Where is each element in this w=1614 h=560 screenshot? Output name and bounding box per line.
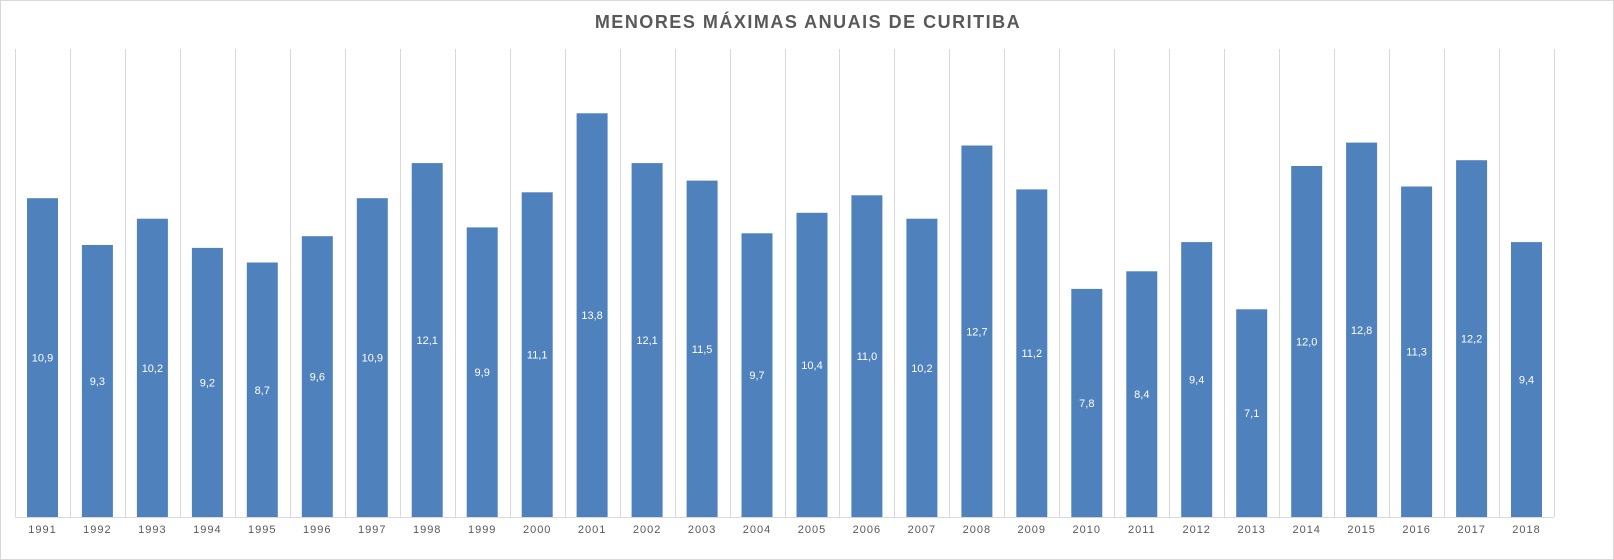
data-label-2004: 9,7: [749, 370, 764, 382]
data-labels: 10,9 9,3 10,2 9,2 8,7 9,6 10,9 12,1 9,9 11,1 13,8 1…: [32, 310, 1534, 420]
x-tick-2008: 2008: [963, 524, 991, 536]
x-tick-2007: 2007: [908, 524, 936, 536]
x-tick-1997: 1997: [358, 524, 386, 536]
x-tick-2013: 2013: [1237, 524, 1265, 536]
data-label-1993: 10,2: [142, 363, 163, 375]
x-tick-2010: 2010: [1073, 524, 1101, 536]
data-label-2001: 13,8: [581, 310, 602, 322]
bar-2010: [1071, 288, 1103, 518]
data-label-2008: 12,7: [966, 326, 987, 338]
data-label-2003: 11,5: [692, 344, 713, 356]
bar-1994: [191, 247, 223, 517]
bar-2015: [1346, 142, 1378, 517]
bar-1996: [301, 236, 333, 517]
bar-1997: [356, 198, 388, 517]
x-tick-2011: 2011: [1128, 524, 1156, 536]
data-label-2007: 10,2: [911, 363, 932, 375]
bar-2012: [1181, 242, 1213, 517]
bar-1992: [81, 245, 113, 517]
x-tick-2002: 2002: [633, 524, 661, 536]
x-tick-2004: 2004: [743, 524, 771, 536]
bar-2017: [1456, 160, 1488, 517]
bar-2006: [851, 195, 883, 518]
x-tick-1995: 1995: [248, 524, 276, 536]
x-tick-1993: 1993: [138, 524, 166, 536]
data-label-2005: 10,4: [801, 360, 822, 372]
bar-2018: [1511, 242, 1542, 517]
gridlines: [15, 49, 1555, 518]
x-tick-1998: 1998: [413, 524, 441, 536]
bar-1991: [27, 198, 58, 517]
bar-2007: [906, 218, 938, 517]
x-tick-2012: 2012: [1182, 524, 1210, 536]
x-tick-2001: 2001: [578, 524, 606, 536]
data-label-1995: 8,7: [255, 385, 270, 397]
x-tick-2016: 2016: [1402, 524, 1430, 536]
data-label-2010: 7,8: [1079, 398, 1094, 410]
data-label-1998: 12,1: [416, 335, 437, 347]
bar-2001: [576, 113, 608, 518]
x-tick-1992: 1992: [83, 524, 111, 536]
bar-1999: [466, 227, 498, 517]
data-label-2018: 9,4: [1519, 375, 1534, 387]
data-label-2013: 7,1: [1244, 408, 1259, 420]
data-label-1992: 9,3: [90, 376, 105, 388]
data-label-2017: 12,2: [1461, 334, 1482, 346]
x-tick-1991: 1991: [28, 524, 56, 536]
bar-2000: [521, 192, 553, 518]
x-tick-2014: 2014: [1292, 524, 1320, 536]
x-tick-2005: 2005: [798, 524, 826, 536]
data-label-1991: 10,9: [32, 353, 53, 365]
bar-1993: [136, 218, 168, 517]
bar-2014: [1291, 166, 1323, 517]
bar-2016: [1401, 186, 1433, 517]
x-tick-1999: 1999: [468, 524, 496, 536]
x-tick-2006: 2006: [853, 524, 881, 536]
bar-2009: [1016, 189, 1048, 517]
bars: [27, 113, 1542, 518]
x-tick-2009: 2009: [1018, 524, 1046, 536]
x-tick-1994: 1994: [193, 524, 221, 536]
data-label-2016: 11,3: [1406, 347, 1427, 359]
bar-1995: [246, 262, 278, 517]
bar-2002: [631, 163, 663, 517]
data-label-1999: 9,9: [475, 367, 490, 379]
data-label-2014: 12,0: [1296, 337, 1317, 349]
x-tick-2018: 2018: [1512, 524, 1540, 536]
bar-2004: [741, 233, 773, 518]
data-label-2012: 9,4: [1189, 375, 1204, 387]
data-label-1996: 9,6: [310, 372, 325, 384]
x-tick-2003: 2003: [688, 524, 716, 536]
data-label-2011: 8,4: [1134, 389, 1149, 401]
data-label-1997: 10,9: [362, 353, 383, 365]
bar-2011: [1126, 271, 1158, 517]
x-tick-2000: 2000: [523, 524, 551, 536]
bar-2003: [686, 180, 718, 517]
x-tick-1996: 1996: [303, 524, 331, 536]
x-tick-labels: 1991 1992 1993 1994 1995 1996 1997 1998 1999 2000…: [28, 524, 1540, 536]
bar-2013: [1236, 309, 1268, 517]
x-tick-2015: 2015: [1347, 524, 1375, 536]
data-label-2006: 11,0: [857, 351, 878, 363]
x-tick-2017: 2017: [1457, 524, 1485, 536]
chart-title: MENORES MÁXIMAS ANUAIS DE CURITIBA: [594, 12, 1022, 32]
data-label-2015: 12,8: [1351, 325, 1372, 337]
data-label-2009: 11,2: [1022, 348, 1043, 360]
bar-2005: [796, 212, 828, 518]
data-label-2000: 11,1: [527, 350, 548, 362]
bar-2008: [961, 145, 993, 517]
data-label-2002: 12,1: [636, 335, 657, 347]
data-label-1994: 9,2: [200, 378, 215, 390]
bar-1998: [411, 163, 443, 517]
